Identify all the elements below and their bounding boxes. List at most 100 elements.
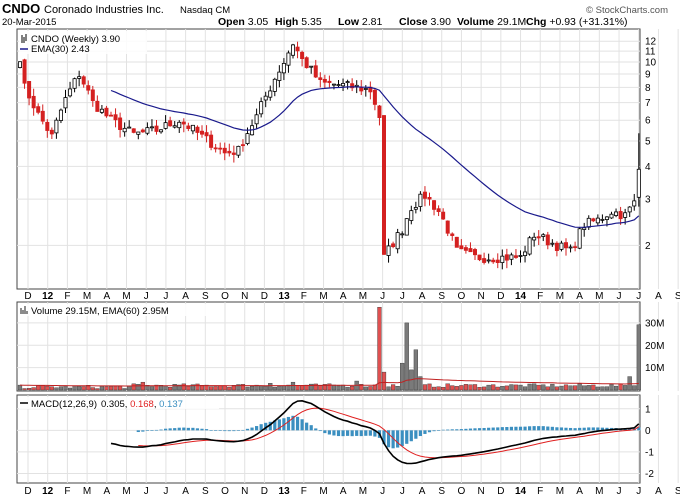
candle-body — [95, 100, 100, 112]
candle-body — [259, 101, 264, 115]
volume-bar — [400, 362, 405, 391]
volume-bar — [277, 385, 282, 391]
volume-bar — [386, 386, 391, 391]
candle-body — [118, 117, 123, 130]
candle-body — [213, 147, 218, 150]
macd-series — [110, 399, 641, 465]
candle-body — [277, 71, 282, 81]
ohlc-chg-label: Chg — [526, 16, 549, 28]
candle-body — [564, 242, 569, 249]
candle-body — [45, 121, 50, 131]
candle-body — [445, 220, 450, 234]
candle-body — [195, 126, 200, 133]
volume-bar — [395, 386, 400, 391]
macd-histogram-bar — [245, 428, 250, 431]
x-tick-label: N — [241, 291, 248, 302]
volume-bar — [263, 385, 268, 391]
macd-histogram-bar — [305, 422, 309, 431]
price-tick-label: 12 — [645, 37, 657, 48]
macd-histogram-bar — [277, 419, 281, 431]
x-tick-label: F — [64, 291, 70, 302]
candle-body — [468, 248, 473, 253]
macd-histogram-bar — [477, 428, 482, 431]
x-tick-label: A — [419, 291, 426, 302]
candle-body — [99, 108, 104, 113]
macd-histogram-bar — [232, 430, 236, 432]
macd-histogram-bar — [159, 429, 163, 431]
x-tick-label: M — [359, 291, 367, 302]
volume-bar — [104, 386, 109, 391]
ohlc-high: High 5.35 — [275, 16, 322, 28]
macd-histogram-bar — [314, 428, 318, 431]
volume-bar — [122, 388, 127, 391]
candle-body — [177, 121, 182, 129]
x-tick-label-bottom: M — [359, 486, 367, 497]
macd-histogram-bar — [446, 429, 450, 431]
macd-histogram-bar — [559, 427, 564, 431]
price-tick-label: 4 — [645, 162, 651, 173]
x-tick-label-bottom: M — [83, 486, 91, 497]
volume-bar — [45, 385, 50, 391]
macd-histogram-bar — [441, 429, 445, 431]
volume-legend: Volume 29.15M, EMA(60) 2.95M — [19, 304, 215, 317]
volume-bar — [190, 384, 195, 391]
candle-body — [181, 121, 186, 125]
candle-body — [395, 232, 400, 250]
macd-histogram-bar — [264, 422, 268, 431]
macd-histogram-bar — [214, 430, 218, 431]
candle-body — [422, 191, 427, 199]
volume-bar — [545, 386, 550, 391]
volume-bar — [418, 376, 423, 391]
candle-body — [204, 132, 209, 137]
candle-body — [532, 236, 537, 241]
ohlc-chg: Chg +0.93 (+31.31%) — [526, 16, 628, 28]
volume-bar — [636, 324, 641, 391]
macd-histogram-bar — [432, 430, 436, 432]
candle-body — [331, 83, 336, 86]
candle-body — [218, 147, 223, 150]
ohlc-volume-value: 29.1M — [497, 16, 526, 28]
candle-body — [381, 115, 386, 255]
volume-bar — [272, 386, 277, 391]
volume-bar — [541, 384, 546, 391]
candle-body — [559, 242, 564, 250]
volume-bar — [54, 387, 59, 391]
ohlc-volume-label: Volume — [457, 16, 497, 28]
candle-body — [40, 110, 45, 122]
volume-bar — [172, 384, 177, 391]
macd-histogram-bar — [368, 430, 372, 436]
macd-histogram-bar — [405, 430, 409, 444]
macd-histogram-bar — [336, 430, 341, 437]
macd-histogram-bar — [450, 429, 454, 431]
candle-body — [386, 245, 391, 256]
candle-body — [391, 243, 396, 248]
macd-histogram-bar — [500, 427, 504, 431]
candle-body — [573, 246, 578, 249]
candle-body — [68, 88, 73, 97]
x-tick-label: J — [144, 291, 149, 302]
macd-histogram-bar — [568, 427, 573, 431]
volume-legend-label: Volume 29.15M, EMA(60) 2.95M — [31, 306, 169, 317]
volume-bar — [336, 385, 341, 391]
volume-bar — [391, 384, 396, 391]
x-tick-label: O — [221, 291, 229, 302]
macd-histogram-bar — [295, 416, 300, 431]
candle-body — [322, 78, 327, 83]
macd-histogram-bar — [582, 427, 586, 431]
candle-body — [54, 119, 59, 134]
price-tick-label: 9 — [645, 70, 651, 81]
candle-body — [491, 259, 496, 263]
x-tick-label-bottom: J — [380, 486, 385, 497]
volume-bar — [40, 385, 45, 391]
candle-body — [432, 200, 437, 210]
ohlc-low-value: 2.81 — [362, 16, 383, 28]
macd-legend-signal-value: 0.168 — [130, 399, 154, 410]
candle-body — [513, 255, 518, 258]
candle-body — [17, 61, 22, 68]
macd-histogram-bar — [182, 427, 186, 431]
x-tick-label-bottom: A — [419, 486, 426, 497]
candle-body — [81, 76, 86, 85]
macd-histogram-bar — [418, 430, 422, 437]
macd-histogram-bar — [459, 429, 463, 431]
price-tick-label: 2 — [645, 241, 651, 252]
